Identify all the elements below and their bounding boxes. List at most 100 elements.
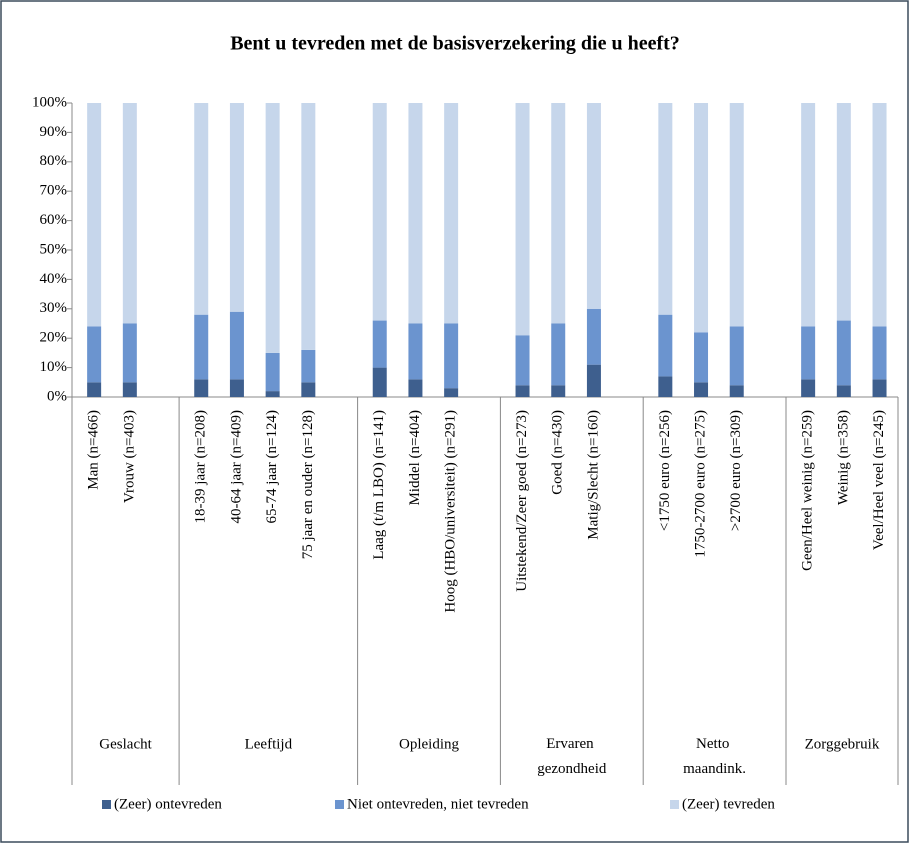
group-label: Netto maandink. bbox=[683, 736, 746, 777]
bar-segment bbox=[408, 379, 423, 397]
y-tick-label: 30% bbox=[40, 300, 68, 316]
bar-segment bbox=[551, 385, 566, 397]
bar-segment bbox=[444, 103, 459, 324]
bar-segment bbox=[551, 323, 566, 386]
group-label: Opleiding bbox=[399, 736, 459, 752]
bar-segment bbox=[194, 103, 209, 315]
bar-segment bbox=[836, 385, 851, 397]
bar-segment bbox=[265, 103, 280, 353]
bar-segment bbox=[729, 385, 744, 397]
bar-segment bbox=[122, 323, 137, 383]
bar-segment bbox=[301, 349, 316, 383]
legend-swatch bbox=[670, 800, 679, 809]
y-tick-label: 100% bbox=[32, 94, 67, 110]
bar-segment bbox=[122, 103, 137, 324]
bar-segment bbox=[586, 103, 601, 309]
bar-segment bbox=[372, 103, 387, 321]
bar-segment bbox=[872, 326, 887, 380]
bar-segment bbox=[694, 103, 709, 333]
bar-segment bbox=[265, 391, 280, 397]
y-tick-label: 0% bbox=[47, 388, 67, 404]
bar-segment bbox=[229, 103, 244, 312]
x-tick-label: Hoog (HBO/universiteit) (n=291) bbox=[443, 410, 459, 613]
x-tick-label: Weinig (n=358) bbox=[835, 410, 851, 505]
x-tick-label: 1750-2700 euro (n=275) bbox=[692, 410, 708, 558]
bar-segment bbox=[515, 103, 530, 336]
bar-segment bbox=[836, 320, 851, 386]
x-tick-label: Middel (n=404) bbox=[407, 410, 423, 506]
bar-segment bbox=[444, 388, 459, 397]
group-label-line: maandink. bbox=[683, 761, 746, 777]
group-label-line: Ervaren bbox=[546, 736, 597, 752]
y-tick-label: 40% bbox=[40, 271, 68, 287]
group-label-line: Netto bbox=[696, 736, 733, 752]
x-tick-label: 18-39 jaar (n=208) bbox=[193, 410, 209, 523]
y-tick-label: 90% bbox=[40, 124, 68, 140]
y-tick-label: 50% bbox=[40, 241, 68, 257]
bar-segment bbox=[872, 103, 887, 327]
bar-segment bbox=[836, 103, 851, 321]
bar-segment bbox=[658, 314, 673, 377]
bar-segment bbox=[301, 103, 316, 350]
chart-title: Bent u tevreden met de basisverzekering … bbox=[230, 33, 680, 55]
bar-segment bbox=[729, 326, 744, 386]
bar-segment bbox=[372, 367, 387, 397]
x-tick-label: >2700 euro (n=309) bbox=[728, 410, 744, 531]
bar-segment bbox=[729, 103, 744, 327]
bar-segment bbox=[372, 320, 387, 368]
bar-segment bbox=[229, 311, 244, 380]
y-tick-label: 70% bbox=[40, 183, 68, 199]
bar-segment bbox=[586, 364, 601, 397]
y-tick-label: 10% bbox=[40, 359, 68, 375]
bar-segment bbox=[87, 326, 102, 383]
bar-segment bbox=[515, 335, 530, 386]
x-tick-label: 65-74 jaar (n=124) bbox=[264, 410, 280, 523]
x-tick-label: Goed (n=430) bbox=[550, 410, 566, 495]
bar-segment bbox=[444, 323, 459, 389]
bar-segment bbox=[551, 103, 566, 324]
bar-segment bbox=[694, 382, 709, 397]
x-tick-label: Matig/Slecht (n=160) bbox=[585, 410, 601, 540]
bar-segment bbox=[122, 382, 137, 397]
bar-segment bbox=[301, 382, 316, 397]
x-tick-label: 40-64 jaar (n=409) bbox=[228, 410, 244, 523]
bar-segment bbox=[801, 379, 816, 397]
bar-segment bbox=[586, 308, 601, 365]
group-label: Leeftijd bbox=[245, 736, 293, 752]
y-tick-label: 80% bbox=[40, 153, 68, 169]
bar-segment bbox=[801, 103, 816, 327]
legend-label: (Zeer) ontevreden bbox=[114, 796, 222, 812]
bar-segment bbox=[658, 103, 673, 315]
x-tick-label: Man (n=466) bbox=[86, 410, 102, 490]
x-tick-label: 75 jaar en ouder (n=128) bbox=[300, 410, 316, 559]
y-tick-label: 60% bbox=[40, 212, 68, 228]
group-label-line: gezondheid bbox=[537, 761, 607, 777]
bar-segment bbox=[872, 379, 887, 397]
bar-segment bbox=[801, 326, 816, 380]
x-tick-label: <1750 euro (n=256) bbox=[657, 410, 673, 531]
legend-swatch bbox=[335, 800, 344, 809]
group-label: Geslacht bbox=[99, 736, 152, 752]
bar-segment bbox=[87, 103, 102, 327]
bar-segment bbox=[515, 385, 530, 397]
bar-segment bbox=[194, 379, 209, 397]
bar-segment bbox=[265, 352, 280, 392]
legend-label: (Zeer) tevreden bbox=[682, 796, 775, 812]
y-tick-label: 20% bbox=[40, 330, 68, 346]
bar-segment bbox=[194, 314, 209, 380]
x-tick-label: Uitstekend/Zeer goed (n=273) bbox=[514, 410, 530, 592]
legend-swatch bbox=[102, 800, 111, 809]
group-label: Zorggebruik bbox=[805, 736, 880, 752]
bar-segment bbox=[408, 323, 423, 380]
x-tick-label: Vrouw (n=403) bbox=[121, 410, 137, 503]
x-tick-label: Veel/Heel veel (n=245) bbox=[871, 410, 887, 550]
bar-segment bbox=[658, 376, 673, 397]
bar-segment bbox=[694, 332, 709, 383]
x-tick-label: Laag (t/m LBO) (n=141) bbox=[371, 410, 387, 560]
bar-segment bbox=[408, 103, 423, 324]
group-label: Ervaren gezondheid bbox=[537, 736, 607, 777]
bar-segment bbox=[87, 382, 102, 397]
x-tick-label: Geen/Heel weinig (n=259) bbox=[800, 410, 816, 571]
